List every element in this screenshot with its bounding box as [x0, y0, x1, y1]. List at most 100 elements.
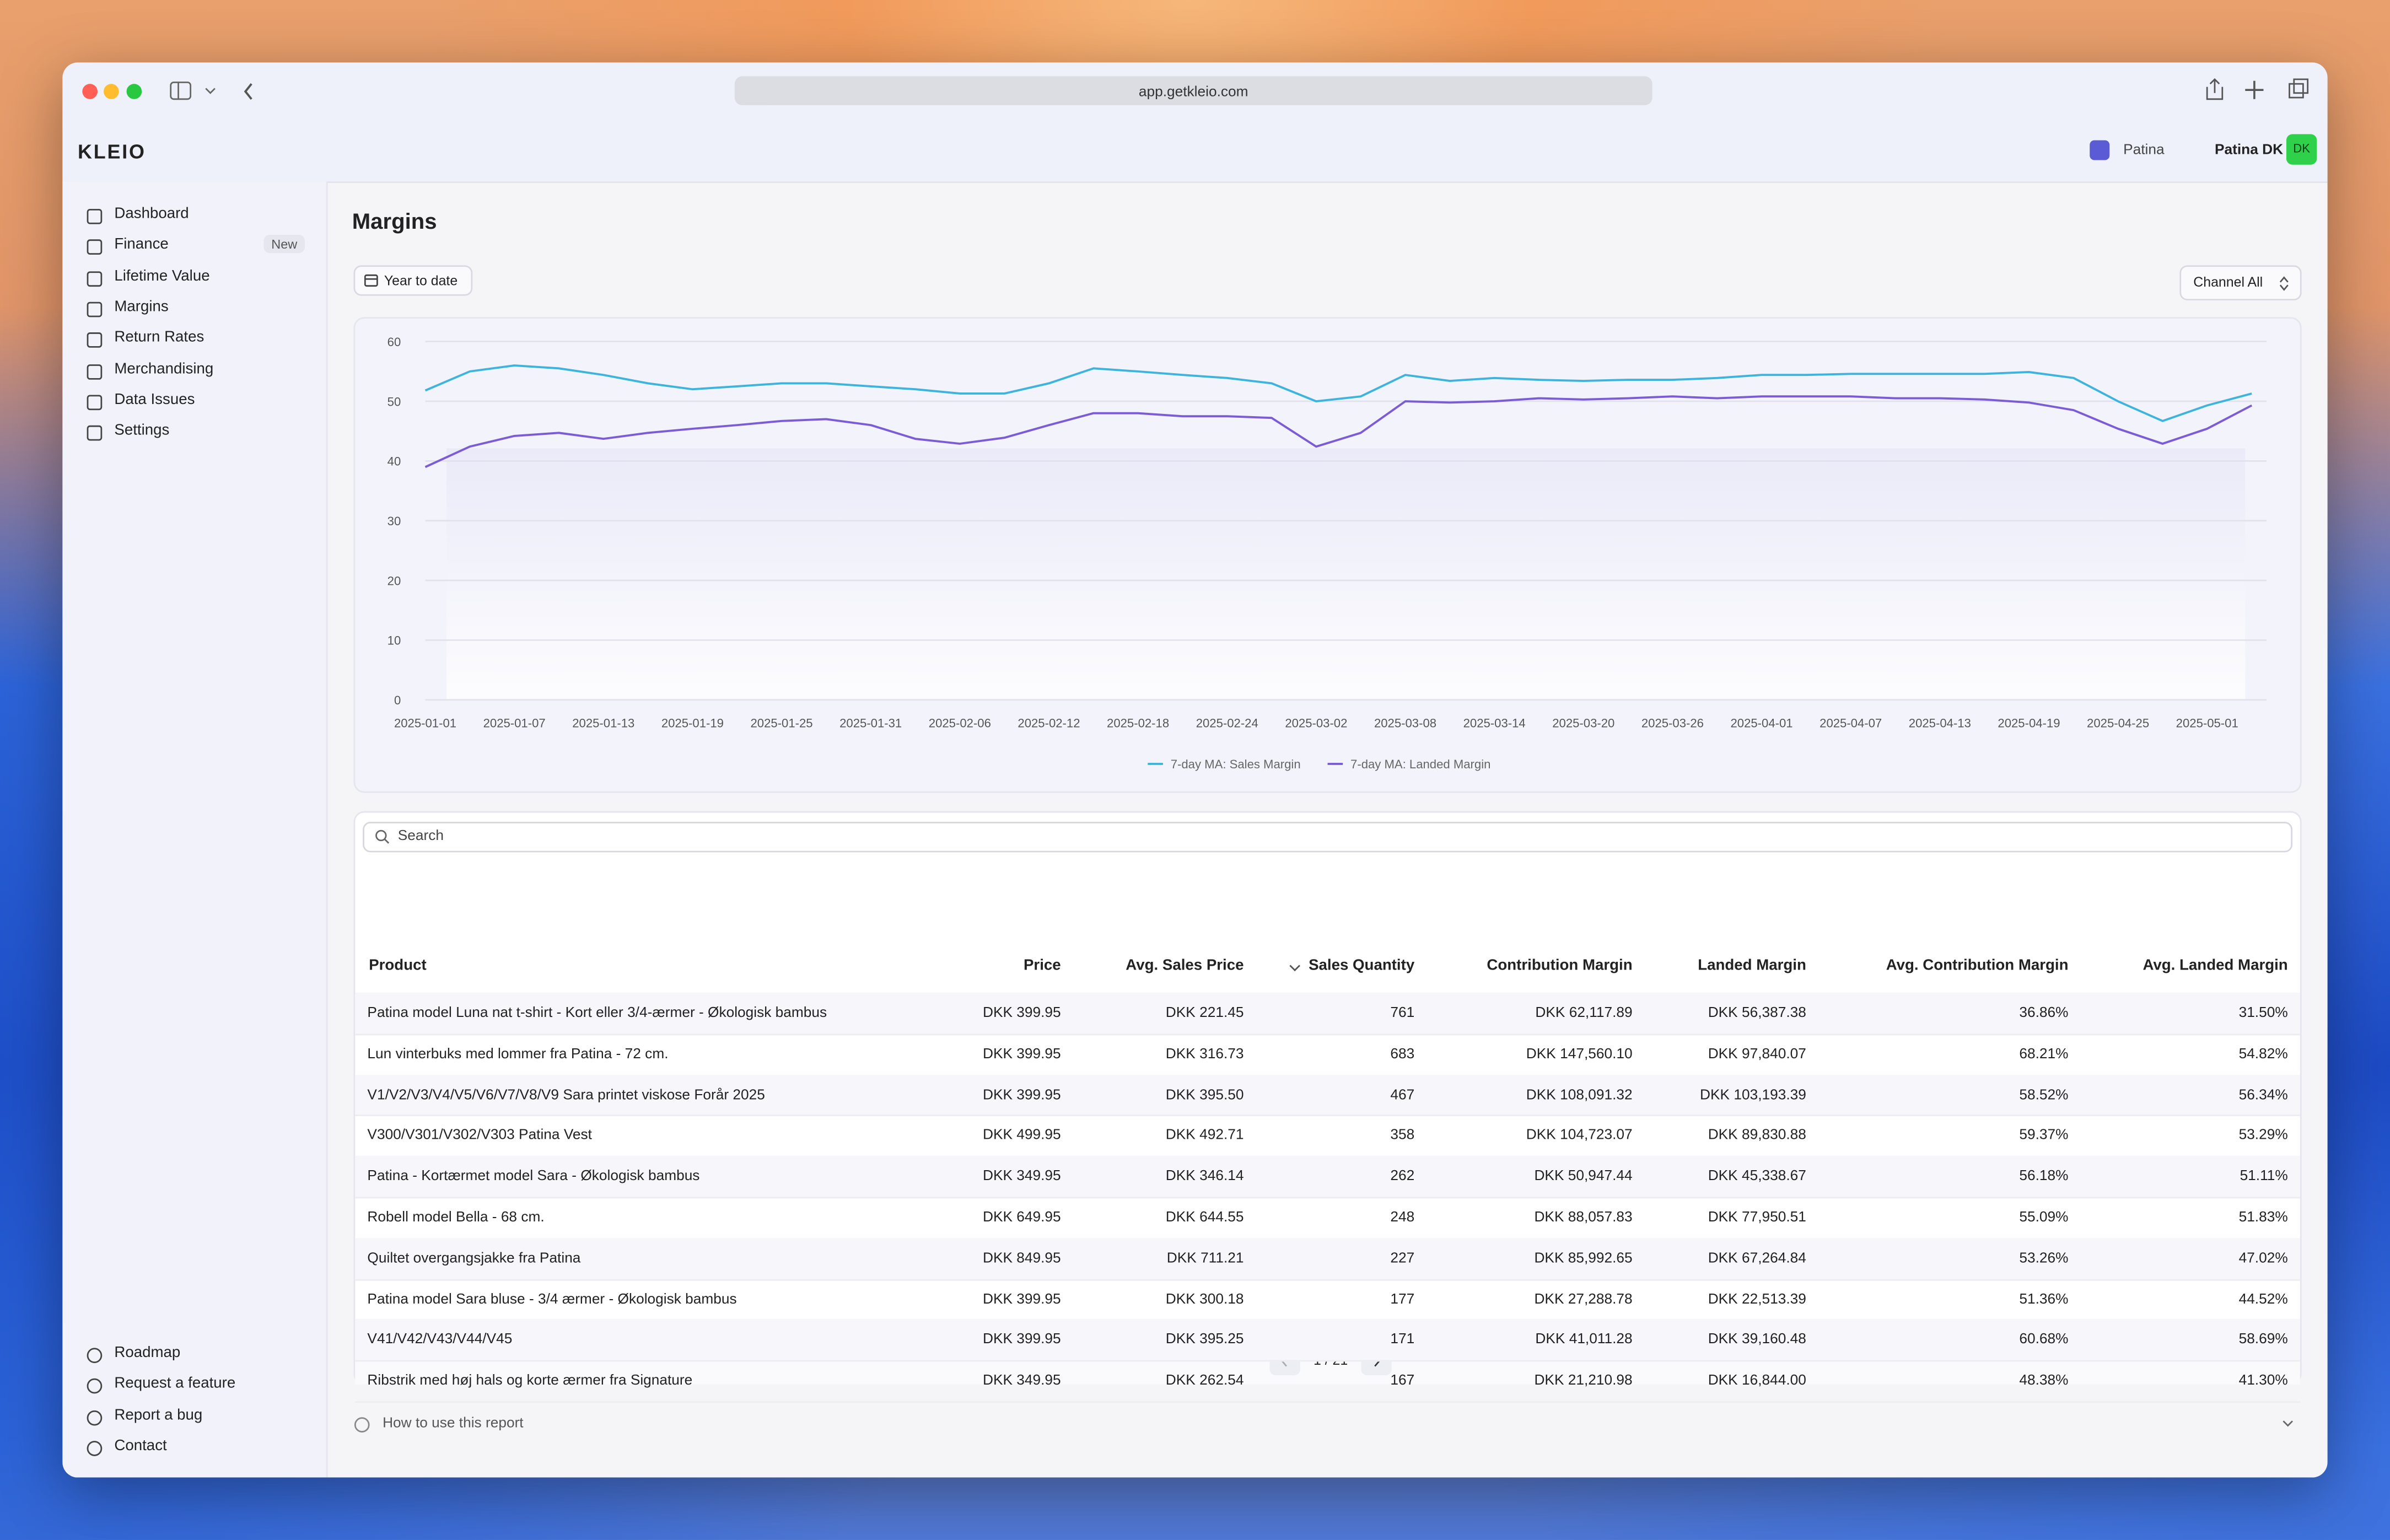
table-cell: 262	[1390, 1168, 1415, 1185]
table-cell: 683	[1390, 1046, 1415, 1063]
nav-item[interactable]: Merchandising	[62, 359, 326, 383]
table-cell: DKK 97,840.07	[1708, 1046, 1806, 1063]
x-tick-label: 2025-02-18	[1107, 717, 1169, 730]
toolbar-icons[interactable]	[169, 81, 261, 103]
close-button[interactable]	[82, 84, 98, 99]
table-cell: 761	[1390, 1004, 1415, 1022]
x-tick-label: 2025-03-20	[1552, 717, 1614, 730]
table-cell: DKK 399.95	[982, 1004, 1061, 1022]
x-tick-label: 2025-01-31	[839, 717, 902, 730]
table-cell: 55.09%	[2019, 1209, 2069, 1226]
table-cell: 167	[1390, 1372, 1415, 1390]
table-cell: DKK 39,160.48	[1708, 1332, 1806, 1349]
nav-label: Finance	[114, 236, 169, 254]
table-cell: 248	[1390, 1209, 1415, 1226]
table-row[interactable]: Patina model Sara bluse - 3/4 ærmer - Øk…	[355, 1279, 2300, 1321]
sidebar: Dashboard Finance New Lifetime Value Margins…	[62, 181, 328, 1478]
legend-label[interactable]: 7-day MA: Sales Margin	[1171, 757, 1301, 771]
chart-backdrop	[446, 448, 2246, 700]
table-cell: V1/V2/V3/V4/V5/V6/V7/V8/V9 Sara printet …	[367, 1086, 765, 1103]
nav-icon	[87, 271, 103, 286]
nav-item[interactable]: Margins	[62, 297, 326, 321]
column-header[interactable]: Avg. Sales Price	[1126, 957, 1244, 974]
account-name[interactable]: Patina DK	[2214, 142, 2284, 159]
table-row[interactable]: Patina - Kortærmet model Sara - Økologis…	[355, 1156, 2300, 1199]
table-cell: 41.30%	[2238, 1372, 2288, 1390]
table-cell: DKK 103,193.39	[1700, 1086, 1806, 1103]
help-icon	[354, 1417, 370, 1433]
table-cell: Patina model Luna nat t-shirt - Kort ell…	[367, 1004, 827, 1022]
table-cell: 58.69%	[2238, 1332, 2288, 1349]
table-row[interactable]: V300/V301/V302/V303 Patina Vest DKK 499.9…	[355, 1115, 2300, 1158]
column-header[interactable]: Avg. Landed Margin	[2143, 957, 2288, 974]
nav-label: Data Issues	[114, 391, 195, 408]
x-tick-label: 2025-04-07	[1820, 717, 1882, 730]
nav-item[interactable]: Return Rates	[62, 328, 326, 352]
x-tick-label: 2025-04-13	[1909, 717, 1971, 730]
table-cell: 51.11%	[2240, 1168, 2288, 1185]
table-cell: 31.50%	[2238, 1004, 2288, 1022]
table-cell: DKK 349.95	[982, 1168, 1061, 1185]
address-bar[interactable]: ‍app.getkleio.com	[734, 76, 1652, 105]
x-tick-label: 2025-02-12	[1018, 717, 1080, 730]
footer-label: Request a feature	[114, 1376, 236, 1393]
nav-item[interactable]: Settings	[62, 421, 326, 445]
nav-item[interactable]: Lifetime Value	[62, 266, 326, 290]
y-tick-label: 40	[387, 455, 401, 469]
table-cell: DKK 22,513.39	[1708, 1290, 1806, 1308]
footer-link[interactable]: Contact	[62, 1436, 326, 1461]
table-cell: DKK 711.21	[1166, 1250, 1244, 1267]
table-row[interactable]: Patina model Luna nat t-shirt - Kort ell…	[355, 992, 2300, 1035]
table-row[interactable]: Quiltet overgangsjakke fra Patina DKK 849…	[355, 1237, 2300, 1280]
workspace-switcher[interactable]: Patina	[2123, 142, 2165, 159]
table-cell: 54.82%	[2238, 1046, 2288, 1063]
table-row[interactable]: V41/V42/V43/V44/V45 DKK 399.95 DKK 395.25 1…	[355, 1319, 2300, 1362]
footer-link[interactable]: Roadmap	[62, 1343, 326, 1367]
table-row[interactable]: Lun vinterbuks med lommer fra Patina - 7…	[355, 1033, 2300, 1076]
table-cell: DKK 45,338.67	[1708, 1168, 1806, 1185]
table-cell: 59.37%	[2019, 1127, 2069, 1144]
table-cell: DKK 221.45	[1165, 1004, 1244, 1022]
legend-label[interactable]: 7-day MA: Landed Margin	[1350, 757, 1490, 771]
date-filter-label: Year to date	[384, 273, 458, 288]
nav-item[interactable]: Finance New	[62, 235, 326, 260]
table-cell: DKK 346.14	[1165, 1168, 1244, 1185]
table-cell: V41/V42/V43/V44/V45	[367, 1332, 513, 1349]
avatar[interactable]: DK	[2286, 134, 2317, 165]
table-cell: 56.18%	[2019, 1168, 2069, 1185]
table-cell: 171	[1390, 1332, 1415, 1349]
table-row[interactable]: V1/V2/V3/V4/V5/V6/V7/V8/V9 Sara printet …	[355, 1074, 2300, 1117]
app-header: KLEIO Patina Patina DK DK	[62, 123, 2328, 183]
footer-link[interactable]: Report a bug	[62, 1405, 326, 1429]
zoom-button[interactable]	[126, 84, 142, 99]
column-header[interactable]: Price	[1023, 957, 1061, 974]
x-tick-label: 2025-04-25	[2087, 717, 2149, 730]
toolbar-right-icons[interactable]	[2201, 78, 2315, 102]
column-header[interactable]: Avg. Contribution Margin	[1886, 957, 2069, 974]
table-cell: DKK 349.95	[982, 1372, 1061, 1390]
x-tick-label: 2025-03-08	[1374, 717, 1436, 730]
channel-filter[interactable]: Channel All	[2179, 265, 2302, 300]
minimize-button[interactable]	[104, 84, 119, 99]
column-header[interactable]: Sales Quantity	[1309, 957, 1415, 974]
column-header[interactable]: Contribution Margin	[1487, 957, 1633, 974]
nav-icon	[87, 240, 103, 255]
column-header[interactable]: Landed Margin	[1698, 957, 1806, 974]
footer-link[interactable]: Request a feature	[62, 1374, 326, 1398]
nav-item[interactable]: Dashboard	[62, 204, 326, 229]
table-row[interactable]: Robell model Bella - 68 cm. DKK 649.95 DKK…	[355, 1197, 2300, 1240]
search-box[interactable]: Search	[363, 822, 2293, 853]
column-header[interactable]: Product	[369, 957, 427, 974]
nav-item[interactable]: Data Issues	[62, 390, 326, 414]
table-cell: 53.26%	[2019, 1250, 2069, 1267]
x-tick-label: 2025-05-01	[2176, 717, 2238, 730]
date-filter[interactable]: Year to date	[353, 265, 473, 296]
help-toggle[interactable]: How to use this report	[352, 1415, 2297, 1436]
calendar-icon	[364, 274, 378, 287]
table-row[interactable]: Ribstrik med høj hals og korte ærmer fra…	[355, 1360, 2300, 1403]
table-cell: DKK 56,387.38	[1708, 1004, 1806, 1022]
y-tick-label: 0	[394, 693, 401, 707]
logo[interactable]: KLEIO	[78, 140, 146, 163]
